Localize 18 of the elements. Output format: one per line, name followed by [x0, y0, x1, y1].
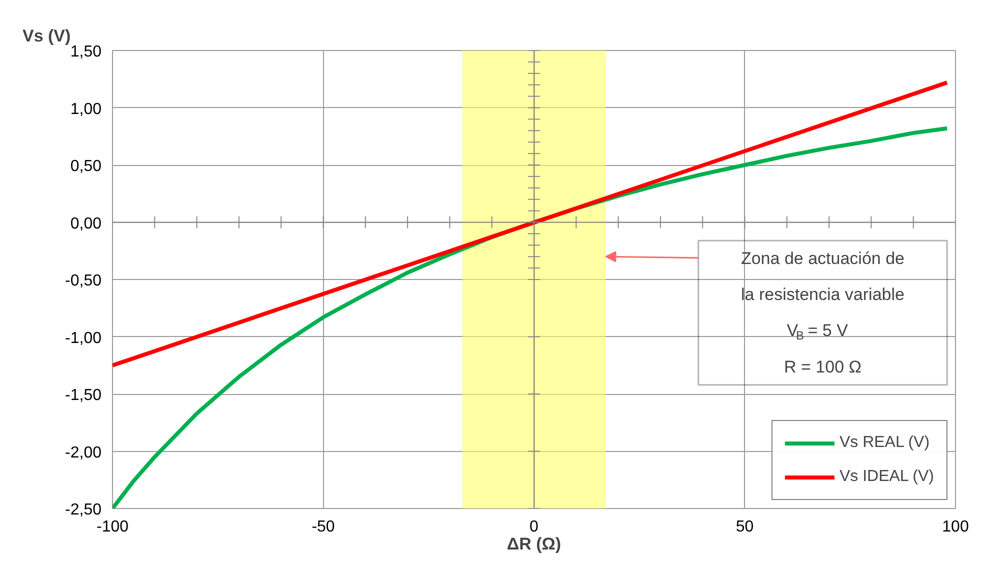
y-tick-label: 0,50 [70, 158, 102, 175]
y-tick-label: -0,50 [65, 272, 102, 290]
y-tick-label: 0,00 [70, 215, 102, 232]
y-axis-title: Vs (V) [22, 26, 71, 46]
x-tick-label: -50 [312, 518, 335, 536]
y-tick-label: -1,00 [65, 330, 102, 347]
legend-label: Vs REAL (V) [839, 434, 930, 452]
x-tick-label: 50 [736, 518, 754, 536]
x-tick-label: 0 [530, 518, 539, 536]
y-tick-label: 1,00 [70, 100, 102, 118]
legend-label: Vs IDEAL (V) [839, 468, 934, 486]
x-tick-label: -100 [96, 518, 129, 536]
y-tick-label: 1,50 [70, 44, 102, 60]
y-tick-label: -2,00 [65, 444, 102, 462]
y-tick-label: -2,50 [65, 502, 102, 518]
y-tick-label: -1,50 [65, 387, 102, 404]
x-tick-label: 100 [942, 518, 969, 536]
x-axis-title: ΔR (Ω) [506, 534, 562, 554]
